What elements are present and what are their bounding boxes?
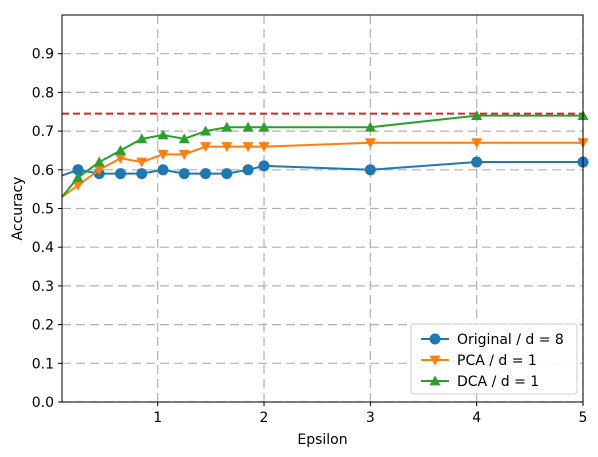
- y-tick-label-7: 0.7: [32, 124, 54, 140]
- series-0-point-1: [72, 164, 84, 176]
- legend-box: [410, 323, 578, 395]
- y-tick-label-2: 0.2: [32, 318, 54, 334]
- axis-ticks: 1 2 3 4 5 0.0 0.1 0.2 0.3 0.4 0.5 0.6 0.7 0.8 0.9: [32, 47, 588, 426]
- series-2-point-2: [93, 156, 105, 167]
- series-1-point-1: [72, 180, 84, 191]
- series-2-point-10: [258, 121, 270, 132]
- series-0-point-7: [200, 168, 212, 180]
- legend-swatch-marker-1: [429, 355, 441, 366]
- series-1-point-3: [114, 153, 126, 164]
- series-0-point-6: [178, 168, 190, 180]
- x-axis-label: Epsilon: [297, 432, 347, 448]
- legend-label-0: Original / d = 8: [457, 332, 564, 348]
- series-2-point-11: [364, 121, 376, 132]
- series-0-point-5: [157, 164, 169, 176]
- x-tick-label-2: 3: [366, 410, 375, 426]
- y-tick-label-5: 0.5: [32, 202, 54, 218]
- series-1-point-6: [178, 149, 190, 160]
- x-tick-label-3: 4: [472, 410, 481, 426]
- series-2-point-7: [200, 125, 212, 136]
- y-tick-label-1: 0.1: [32, 356, 54, 372]
- y-tick-label-4: 0.4: [32, 240, 54, 256]
- series-1-point-2: [93, 165, 105, 176]
- series-2-point-6: [178, 133, 190, 144]
- legend-label-1: PCA / d = 1: [457, 353, 537, 369]
- y-tick-label-6: 0.6: [32, 163, 54, 179]
- series-0-point-11: [364, 164, 376, 176]
- series-1-point-4: [136, 157, 148, 168]
- series-1-point-9: [242, 142, 254, 153]
- series-0-point-9: [242, 164, 254, 176]
- series-2-point-9: [242, 121, 254, 132]
- legend: Original / d = 8 PCA / d = 1 DCA / d = 1: [410, 323, 578, 395]
- series-2-point-3: [114, 144, 126, 155]
- series-1-point-8: [221, 142, 233, 153]
- series-2-point-4: [136, 133, 148, 144]
- series-1-point-7: [200, 142, 212, 153]
- series-0-point-8: [221, 168, 233, 180]
- series-2-point-12: [471, 110, 483, 121]
- x-tick-label-0: 1: [153, 410, 162, 426]
- x-tick-label-1: 2: [260, 410, 269, 426]
- series-0-point-10: [258, 160, 270, 172]
- legend-label-2: DCA / d = 1: [457, 374, 539, 390]
- y-tick-label-9: 0.9: [32, 47, 54, 63]
- series-0-point-4: [136, 168, 148, 180]
- series-2-point-1: [72, 172, 84, 182]
- y-axis-label: Accuracy: [10, 177, 26, 241]
- y-tick-label-0: 0.0: [32, 395, 54, 411]
- y-tick-label-3: 0.3: [32, 279, 54, 295]
- legend-swatch-marker-0: [429, 333, 441, 345]
- series-1-point-12: [471, 138, 483, 149]
- legend-swatch-marker-2: [429, 375, 441, 386]
- series-1-point-5: [157, 149, 169, 160]
- series-line-2: [61, 114, 583, 198]
- series-1-point-11: [364, 138, 376, 149]
- x-tick-label-4: 5: [579, 410, 588, 426]
- series-0-point-12: [471, 156, 483, 168]
- series-2-point-5: [157, 129, 169, 140]
- series-0-point-3: [114, 168, 126, 180]
- y-tick-label-8: 0.8: [32, 85, 54, 101]
- series-2: [61, 110, 589, 198]
- series-2-point-8: [221, 121, 233, 132]
- series-1: [61, 138, 589, 198]
- series-1-point-10: [258, 142, 270, 153]
